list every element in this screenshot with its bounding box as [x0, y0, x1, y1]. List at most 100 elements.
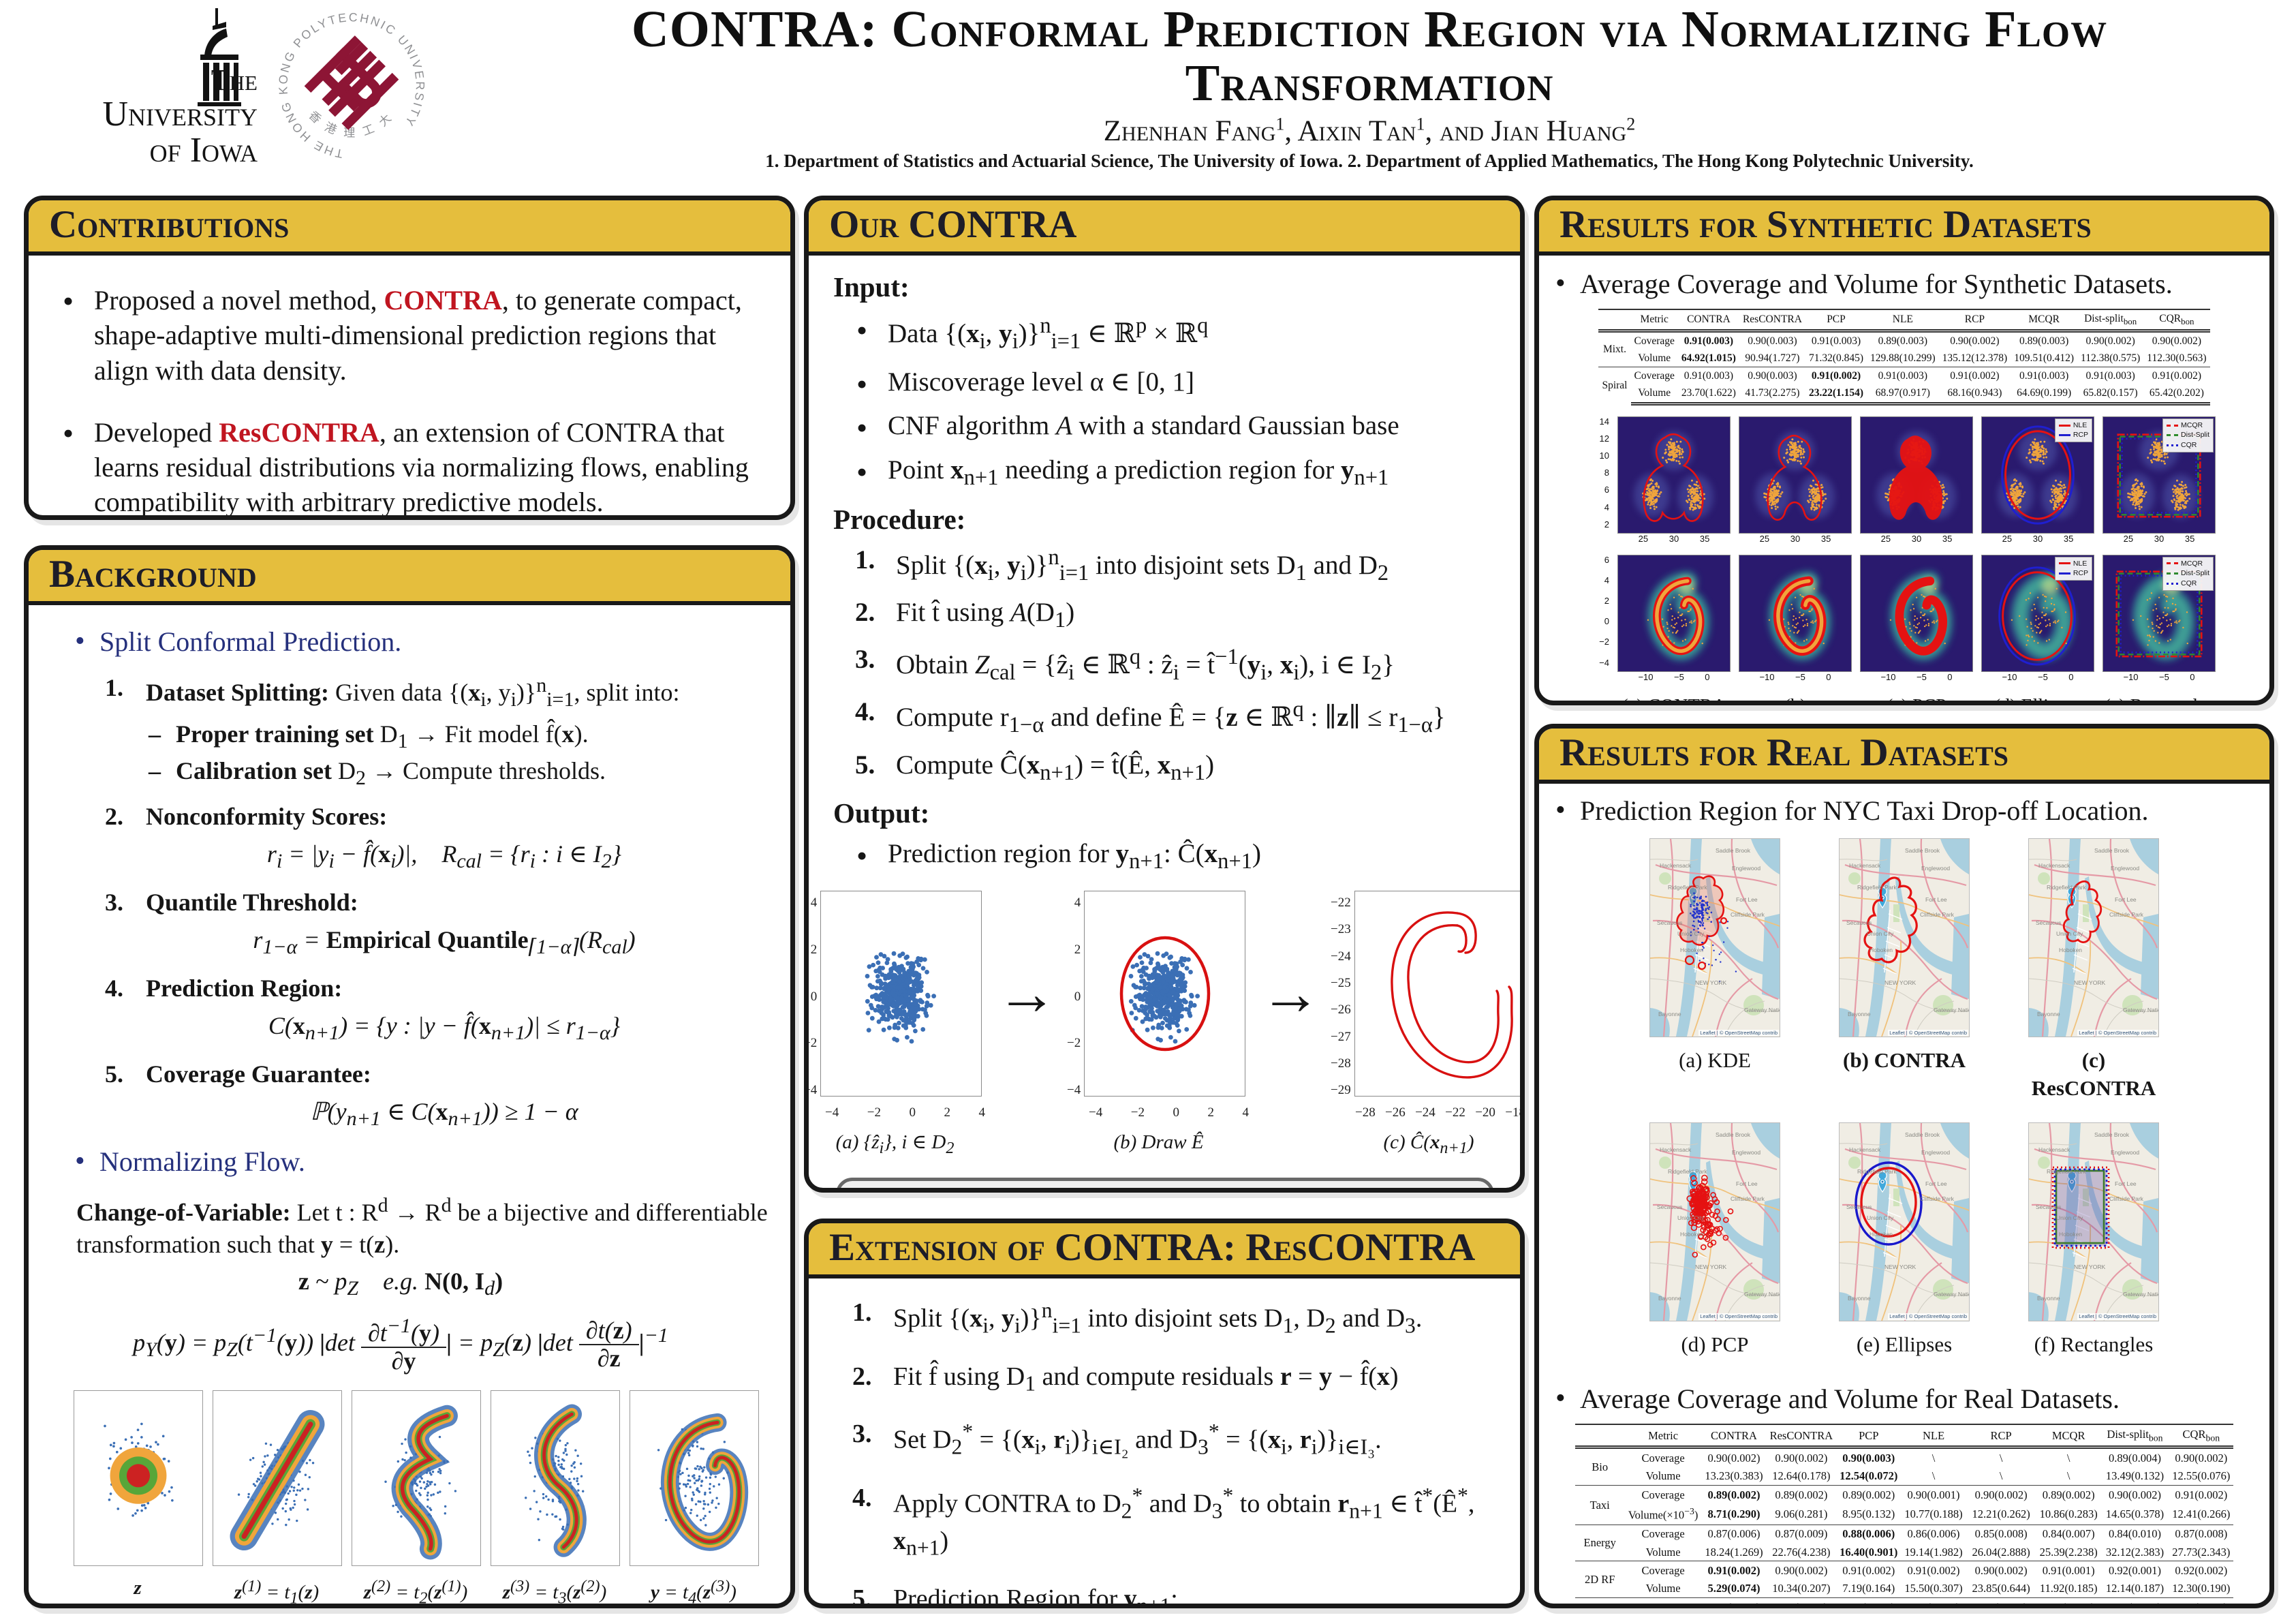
- flow-plot-z: z: [74, 1390, 203, 1604]
- section-contributions: Contributions Proposed a novel method, C…: [24, 196, 795, 520]
- left-column: Contributions Proposed a novel method, C…: [24, 196, 795, 1608]
- y-axis-ticks: 4 2 0 −2 −4: [1067, 895, 1081, 1098]
- y-axis-ticks: 14 12 10 8 6 4 2: [1599, 416, 1609, 530]
- flow-plot-z1: z(1) = t1(z): [213, 1390, 342, 1604]
- uiowa-line: University: [102, 94, 258, 134]
- arrow-right-icon: →: [996, 960, 1057, 1028]
- background-body: Split Conformal Prediction. Dataset Spli…: [29, 605, 790, 1604]
- arrow-right-icon: →: [1260, 960, 1321, 1028]
- formula-density: pY(y) = pZ(t−1(y)) |det ∂t−1(y) ∂y | = pZ(…: [133, 1314, 668, 1375]
- flow-plot-z3: z(3) = t3(z(2)): [491, 1390, 620, 1604]
- scatter-plot: [352, 1390, 481, 1566]
- list-item: Set D2* = {(xi, ri)}i∈I₂ and D3* = {(xi,…: [852, 1418, 1382, 1459]
- extension-body: Split {(xi, yi)}ni=1 into disjoint sets …: [809, 1278, 1520, 1604]
- panel-spiral-pcp: −10 −5 0: [1860, 554, 1973, 684]
- map-kde: Saddle Brook Englewood Hackensack Ridgefiel…: [1649, 838, 1780, 1102]
- formula-latent: z ~ pZ e.g. N(0, Id): [298, 1268, 503, 1300]
- input-label: Input:: [833, 271, 910, 303]
- poster-header: The University of Iowa THE HONG KONG POL…: [0, 0, 2296, 176]
- panel-mixture-pcp: 25 30 35: [1860, 416, 1973, 545]
- list-item: Quantile Threshold: r1−α = Empirical Qua…: [105, 887, 770, 960]
- legend-nle-rcp: NLE RCP: [2054, 418, 2092, 443]
- contributions-body: Proposed a novel method, CONTRA, to gene…: [29, 256, 790, 515]
- change-of-variable: Change-of-Variable: Let t : Rd → Rd be a…: [76, 1193, 768, 1258]
- section-title-synthetic: Results for Synthetic Datasets: [1539, 200, 2269, 256]
- list-item: Calibration set D2 → Compute thresholds.: [149, 755, 770, 791]
- affiliations: 1. Department of Statistics and Actuaria…: [765, 151, 1974, 172]
- list-item: Fit t̂ using A(D1): [855, 596, 1075, 633]
- conformal-ball-plot: 4 2 0 −2 −4 −4 −2 0 2 4 (b) Draw Ê: [1067, 890, 1250, 1155]
- y-axis-ticks: 6 4 2 0 −2 −4: [1599, 554, 1609, 668]
- section-real-results: Results for Real Datasets Prediction Reg…: [1534, 724, 2274, 1608]
- scatter-plot: [630, 1390, 759, 1566]
- section-our-contra: Our CONTRA Input: Data {(xi, yi)}ni=1 ∈ …: [804, 196, 1525, 1193]
- map-ellipses: Saddle Brook Englewood Hackensack Ridgefiel…: [1839, 1122, 1970, 1358]
- list-item: Split {(xi, yi)}ni=1 into disjoint sets …: [855, 543, 1389, 586]
- capitol-dome-icon: [198, 8, 241, 106]
- scatter-plot: [213, 1390, 342, 1566]
- list-item: Prediction region for yn+1: Ĉ(xn+1): [856, 836, 1497, 876]
- list-item: Point xn+1 needing a prediction region f…: [856, 452, 1497, 493]
- list-item: Miscoverage level α ∈ [0, 1]: [856, 364, 1497, 404]
- scatter-plot: [491, 1390, 620, 1566]
- x-axis-ticks: −28 −26 −24 −22 −20 −18: [1355, 1105, 1525, 1120]
- list-item: CNF algorithm A with a standard Gaussian…: [856, 408, 1497, 448]
- list-item: Proposed a novel method, CONTRA, to gene…: [63, 281, 763, 388]
- real-table: Metric CONTRA ResCONTRA PCP NLE RCP MCQR Dist-s…: [1557, 1424, 2252, 1604]
- panel-mixture-contra: 25 30 35: [1617, 416, 1731, 545]
- section-title-contributions: Contributions: [29, 200, 790, 256]
- output-label: Output:: [833, 797, 930, 829]
- map-row-2: Saddle Brook Englewood Hackensack Ridgefiel…: [1557, 1122, 2252, 1358]
- panel-spiral-contra: −10 −5 0: [1617, 554, 1731, 684]
- panel-spiral-rescontra: −10 −5 0: [1739, 554, 1852, 684]
- section-title-real: Results for Real Datasets: [1539, 729, 2269, 784]
- highlight-contra: CONTRA: [384, 285, 502, 316]
- uiowa-line: of Iowa: [149, 130, 258, 170]
- poster-title: CONTRA: Conformal Prediction Region via …: [631, 1, 2108, 112]
- y-axis-ticks: −22 −23 −24 −25 −26 −27 −28 −29: [1331, 895, 1351, 1098]
- section-title-our-contra: Our CONTRA: [809, 200, 1520, 256]
- list-item: Proper training set D1 → Fit model f̂(x)…: [149, 718, 770, 754]
- list-item: Developed ResCONTRA, an extension of CON…: [63, 414, 763, 515]
- map-rescontra: Saddle Brook Englewood Hackensack Ridgefiel…: [2028, 838, 2159, 1102]
- proposition-box: Proposition. Suppose the sample points i…: [836, 1177, 1494, 1188]
- procedure-label: Procedure:: [833, 504, 966, 536]
- list-item: Coverage Guarantee: ℙ(yn+1 ∈ C(xn+1)) ≥ …: [105, 1058, 770, 1132]
- y-axis-ticks: 4 2 0 −2 −4: [804, 895, 818, 1098]
- zcal-scatter-plot: 4 2 0 −2 −4 −4 −2 0 2 4 (a) {ẑi}, i ∈ D2: [804, 890, 987, 1159]
- flow-figure: z z(1) = t1(z): [61, 1390, 770, 1604]
- list-item: Prediction Region: C(xn+1) = {y : |y − f…: [105, 972, 770, 1046]
- polyu-knot-icon: [304, 35, 399, 130]
- legend-mcqr-dist-cqr: MCQR Dist-Split CQR: [2162, 556, 2214, 591]
- formula-nonconformity: ri = |yi − f̂(xi)|, Rcal = {ri : i ∈ I2}: [266, 840, 622, 872]
- list-item: Compute r1−α and define Ê = {z ∈ ℝq : ∥z…: [855, 695, 1446, 738]
- panel-mixture-rescontra: 25 30 35: [1739, 416, 1852, 545]
- panel-mixture-ellipses: NLE RCP 25 30 35: [1981, 416, 2094, 545]
- section-background: Background Split Conformal Prediction. D…: [24, 545, 795, 1608]
- panel-spiral-ellipses: NLE RCP −10 −5 0: [1981, 554, 2094, 684]
- map-contra: Saddle Brook Englewood Hackensack Ridgefiel…: [1839, 838, 1970, 1102]
- middle-column: Our CONTRA Input: Data {(xi, yi)}ni=1 ∈ …: [804, 196, 1525, 1608]
- bullet-normalizing-flow: Normalizing Flow.: [75, 1143, 770, 1180]
- bullet-real-table: Average Coverage and Volume for Real Dat…: [1555, 1380, 2252, 1418]
- our-contra-body: Input: Data {(xi, yi)}ni=1 ∈ ℝp × ℝq Mis…: [809, 256, 1520, 1188]
- list-item: Dataset Splitting: Given data {(xi, yi)}…: [105, 672, 770, 791]
- x-axis-ticks: −4 −2 0 2 4: [1089, 1105, 1249, 1120]
- list-item: Compute Ĉ(xn+1) = t̂(Ê, xn+1): [855, 748, 1215, 785]
- section-extension: Extension of CONTRA: ResCONTRA Split {(x…: [804, 1219, 1525, 1608]
- list-item: Nonconformity Scores: ri = |yi − f̂(xi)|…: [105, 801, 770, 874]
- synthetic-table: Metric CONTRA ResCONTRA PCP NLE RCP MCQR Dist-s…: [1557, 309, 2252, 405]
- polyu-logo: THE HONG KONG POLYTECHNIC UNIVERSITY 香 港…: [274, 8, 425, 161]
- list-item: Split {(xi, yi)}ni=1 into disjoint sets …: [852, 1296, 1423, 1338]
- bullet-synthetic-table: Average Coverage and Volume for Syntheti…: [1555, 265, 2252, 303]
- scatter-plot: [74, 1390, 203, 1566]
- synthetic-captions: (a) CONTRA(b) ResCONTRA(c) PCP(d) Ellips…: [1581, 694, 2252, 701]
- section-title-extension: Extension of CONTRA: ResCONTRA: [809, 1223, 1520, 1279]
- title-block: CONTRA: Conformal Prediction Region via …: [450, 1, 2289, 172]
- x-axis-ticks: −4 −2 0 2 4: [825, 1105, 985, 1120]
- formula-prediction-region: C(xn+1) = {y : |y − f̂(xn+1)| ≤ r1−α}: [268, 1011, 621, 1044]
- section-synthetic-results: Results for Synthetic Datasets Average C…: [1534, 196, 2274, 705]
- formula-quantile: r1−α = Empirical Quantile⌈1−α⌉(Rcal): [253, 925, 636, 958]
- prediction-region-plot: −22 −23 −24 −25 −26 −27 −28 −29 −28 −26 −24−: [1331, 890, 1525, 1159]
- bullet-split-conformal: Split Conformal Prediction.: [75, 623, 770, 660]
